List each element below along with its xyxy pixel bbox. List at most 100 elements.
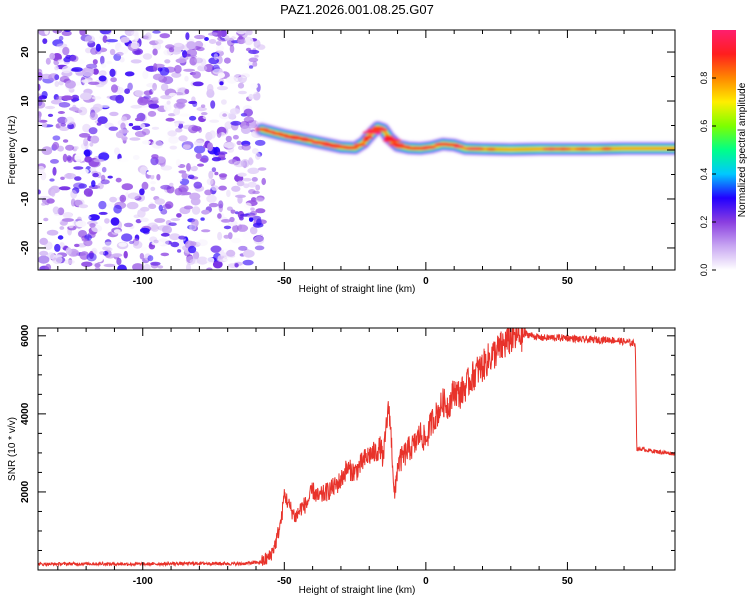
ridge-peak [271, 132, 284, 136]
noise-speckle [154, 100, 159, 104]
noise-speckle [59, 226, 65, 230]
noise-speckle [244, 36, 254, 46]
noise-speckle [237, 39, 246, 44]
noise-speckle [160, 165, 173, 171]
noise-speckle [100, 55, 105, 65]
noise-speckle [89, 112, 99, 121]
noise-speckle [255, 184, 261, 191]
ridge-peak [362, 138, 370, 142]
noise-speckle [181, 172, 188, 179]
noise-speckle [219, 81, 224, 86]
noise-speckle [88, 214, 100, 221]
noise-speckle [218, 200, 224, 209]
noise-speckle [140, 123, 146, 129]
noise-speckle [199, 157, 208, 163]
noise-speckle [57, 59, 64, 63]
noise-speckle [150, 261, 161, 266]
noise-speckle [109, 95, 122, 101]
noise-speckle [148, 103, 160, 109]
ridge-peak [486, 147, 496, 151]
noise-speckle [160, 252, 170, 257]
snr-y-tick-label: 2000 [20, 480, 31, 503]
noise-speckle [182, 144, 191, 150]
noise-speckle [159, 33, 171, 39]
noise-speckle [236, 76, 248, 83]
noise-speckle [41, 91, 48, 99]
noise-speckle [228, 232, 233, 240]
colorbar-bar [712, 30, 736, 270]
noise-speckle [44, 30, 49, 35]
noise-speckle [243, 116, 255, 124]
noise-speckle [210, 100, 216, 109]
ridge-peak [391, 142, 400, 146]
noise-speckle [45, 263, 52, 270]
noise-speckle [237, 82, 245, 89]
noise-speckle [255, 197, 265, 202]
noise-speckle [183, 205, 193, 210]
noise-speckle [62, 46, 70, 56]
colorbar-tick-label: 0.8 [699, 72, 709, 85]
noise-speckle [99, 71, 107, 76]
noise-speckle [221, 219, 231, 223]
noise-speckle [143, 263, 151, 270]
ridge-peak [353, 143, 367, 147]
noise-speckle [43, 217, 49, 222]
noise-speckle [152, 82, 158, 91]
noise-speckle [66, 155, 72, 162]
noise-speckle [206, 178, 214, 186]
noise-speckle [97, 116, 108, 124]
noise-speckle [174, 64, 182, 74]
noise-speckle [235, 194, 246, 198]
noise-speckle [77, 216, 82, 222]
noise-speckle [177, 249, 182, 253]
noise-speckle [245, 91, 257, 95]
noise-speckle [184, 53, 191, 57]
spectrogram-y-label: Frequency (Hz) [7, 116, 18, 185]
noise-speckle [242, 259, 254, 266]
noise-speckle [254, 139, 266, 146]
noise-speckle [57, 216, 62, 223]
noise-speckle [124, 88, 130, 94]
snr-y-label: SNR (10 * v/v) [7, 417, 18, 481]
noise-speckle [215, 41, 222, 46]
noise-speckle [56, 43, 68, 48]
noise-speckle [84, 156, 93, 163]
spectrogram-y-tick-label: -10 [20, 191, 31, 206]
noise-speckle [193, 181, 203, 189]
noise-speckle [217, 231, 223, 241]
noise-speckle [236, 30, 246, 35]
colorbar-tick-label: 0.2 [699, 216, 709, 229]
noise-speckle [130, 104, 142, 109]
noise-speckle [142, 53, 153, 60]
noise-speckle [38, 115, 42, 122]
ridge-peak [555, 147, 572, 151]
noise-speckle [139, 166, 148, 175]
ridge-peak [362, 130, 383, 135]
noise-speckle [223, 225, 232, 230]
noise-speckle [118, 129, 129, 134]
noise-speckle [157, 265, 164, 269]
noise-speckle [185, 255, 196, 265]
noise-speckle [139, 217, 149, 222]
noise-speckle [223, 142, 236, 149]
noise-speckle [228, 53, 241, 59]
ridge-peak [285, 135, 298, 139]
noise-speckle [47, 113, 54, 117]
noise-speckle [90, 135, 100, 144]
noise-speckle [175, 127, 183, 133]
noise-speckle [247, 214, 255, 218]
noise-speckle [152, 73, 164, 81]
noise-speckle [150, 186, 156, 191]
snr-panel: -100 -50 0 50 2000 4000 6000 Height of straig… [7, 324, 676, 596]
noise-speckle [96, 122, 102, 126]
noise-speckle [116, 257, 122, 266]
noise-speckle [248, 217, 254, 222]
noise-speckle [40, 171, 47, 181]
noise-speckle [192, 81, 204, 87]
noise-speckle [83, 149, 91, 158]
noise-speckle [120, 36, 130, 43]
noise-speckle [106, 60, 113, 65]
noise-speckle [86, 252, 97, 262]
noise-speckle [212, 68, 224, 75]
